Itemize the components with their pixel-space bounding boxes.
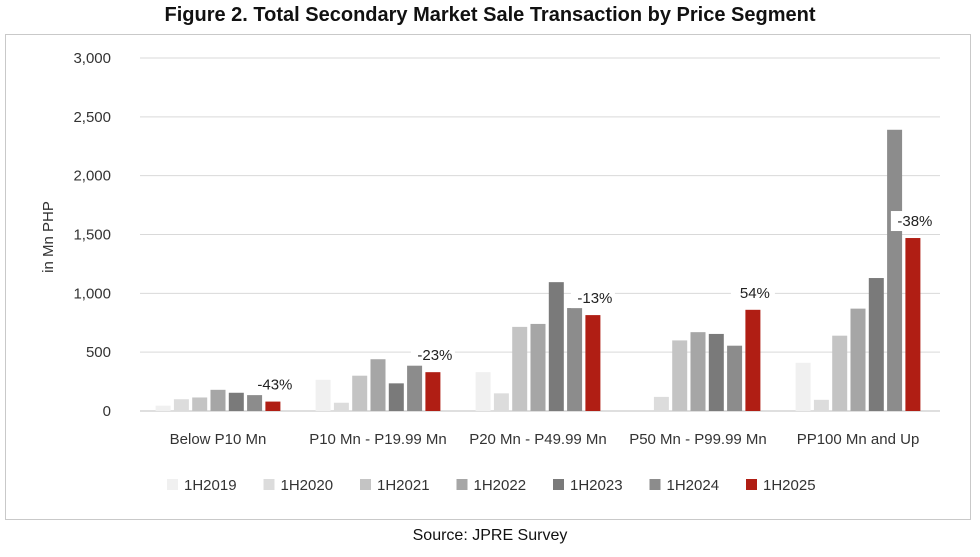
legend: 1H2019 1H2020 1H2021 1H2022 1H2023 1H2024 1H20…: [167, 477, 816, 494]
legend-label: 1H2021: [377, 477, 430, 494]
legend-swatch: [746, 479, 757, 490]
bar-1h2021: [192, 397, 208, 411]
bar-1h2024: [887, 129, 903, 411]
change-annotation: -38%: [897, 213, 932, 230]
legend-swatch: [360, 479, 371, 490]
change-annotation: 54%: [740, 285, 770, 302]
y-tick-label: 1,500: [73, 227, 111, 244]
x-category-label: P10 Mn - P19.99 Mn: [309, 431, 447, 448]
bar-1h2025: [585, 315, 601, 411]
bar-1h2025: [905, 238, 921, 411]
legend-swatch: [456, 479, 468, 490]
bar-1h2024: [407, 365, 423, 411]
chart-frame: [5, 34, 971, 520]
legend-swatch: [649, 479, 661, 490]
annotation-background: [570, 288, 615, 309]
bar-1h2022: [210, 389, 226, 411]
bar-1h2024: [247, 395, 263, 411]
bar-1h2020: [493, 393, 509, 411]
legend-label: 1H2025: [763, 477, 816, 494]
legend-swatch: [553, 479, 564, 490]
y-tick-label: 0: [103, 403, 111, 420]
bar-1h2020: [173, 399, 189, 411]
chart-source: Source: JPRE Survey: [412, 527, 568, 544]
bar-1h2022: [850, 308, 866, 411]
y-axis-label: in Mn PHP: [40, 201, 57, 273]
bar-1h2021: [352, 375, 368, 411]
legend-label: 1H2019: [184, 477, 237, 494]
bar-1h2020: [813, 399, 829, 411]
bar-1h2023: [868, 278, 884, 411]
bar-1h2020: [333, 402, 349, 411]
bar-1h2023: [388, 383, 404, 411]
bar-1h2021: [672, 340, 688, 411]
legend-label: 1H2023: [570, 477, 623, 494]
annotation-background: [890, 211, 935, 232]
legend-label: 1H2020: [281, 477, 334, 494]
chart-title: Figure 2. Total Secondary Market Sale Tr…: [164, 4, 816, 26]
bar-1h2023: [548, 282, 564, 411]
bar-1h2019: [155, 405, 171, 411]
bar-1h2023: [708, 333, 724, 411]
bar-1h2024: [727, 345, 743, 411]
legend-swatch: [167, 479, 178, 490]
change-annotation: -23%: [417, 347, 452, 364]
change-annotation: -13%: [577, 290, 612, 307]
annotation-background: [410, 345, 455, 366]
bar-1h2022: [690, 332, 706, 411]
bar-1h2023: [228, 392, 244, 411]
change-annotations: -43% -23% -13% 54% -38%: [250, 211, 935, 395]
x-category-label: P50 Mn - P99.99 Mn: [629, 431, 767, 448]
legend-swatch: [263, 479, 275, 490]
y-axis-tick-labels: 0 500 1,000 1,500 2,000 2,500 3,000: [73, 50, 111, 420]
bar-1h2025: [745, 309, 761, 411]
legend-label: 1H2024: [667, 477, 720, 494]
y-tick-label: 1,000: [73, 285, 111, 302]
x-category-label: PP100 Mn and Up: [797, 431, 920, 448]
x-category-label: Below P10 Mn: [170, 431, 267, 448]
y-tick-label: 500: [86, 344, 111, 361]
y-tick-label: 2,000: [73, 168, 111, 185]
bar-1h2022: [370, 359, 386, 411]
change-annotation: -43%: [257, 377, 292, 394]
bar-1h2025: [265, 401, 281, 411]
bar-1h2019: [315, 379, 331, 411]
y-tick-label: 2,500: [73, 109, 111, 126]
bar-1h2025: [425, 372, 441, 411]
bars: [155, 129, 921, 411]
annotation-background: [250, 374, 295, 395]
bar-1h2022: [530, 323, 546, 411]
bar-1h2019: [795, 362, 811, 411]
x-category-label: P20 Mn - P49.99 Mn: [469, 431, 607, 448]
annotation-background: [730, 282, 775, 303]
bar-1h2021: [832, 335, 848, 411]
bar-1h2020: [653, 396, 669, 411]
x-axis-category-labels: Below P10 Mn P10 Mn - P19.99 Mn P20 Mn - P…: [170, 431, 920, 448]
y-tick-label: 3,000: [73, 50, 111, 67]
bar-1h2021: [512, 326, 528, 411]
bar-1h2019: [475, 372, 491, 411]
bar-1h2024: [567, 308, 583, 411]
legend-label: 1H2022: [474, 477, 527, 494]
